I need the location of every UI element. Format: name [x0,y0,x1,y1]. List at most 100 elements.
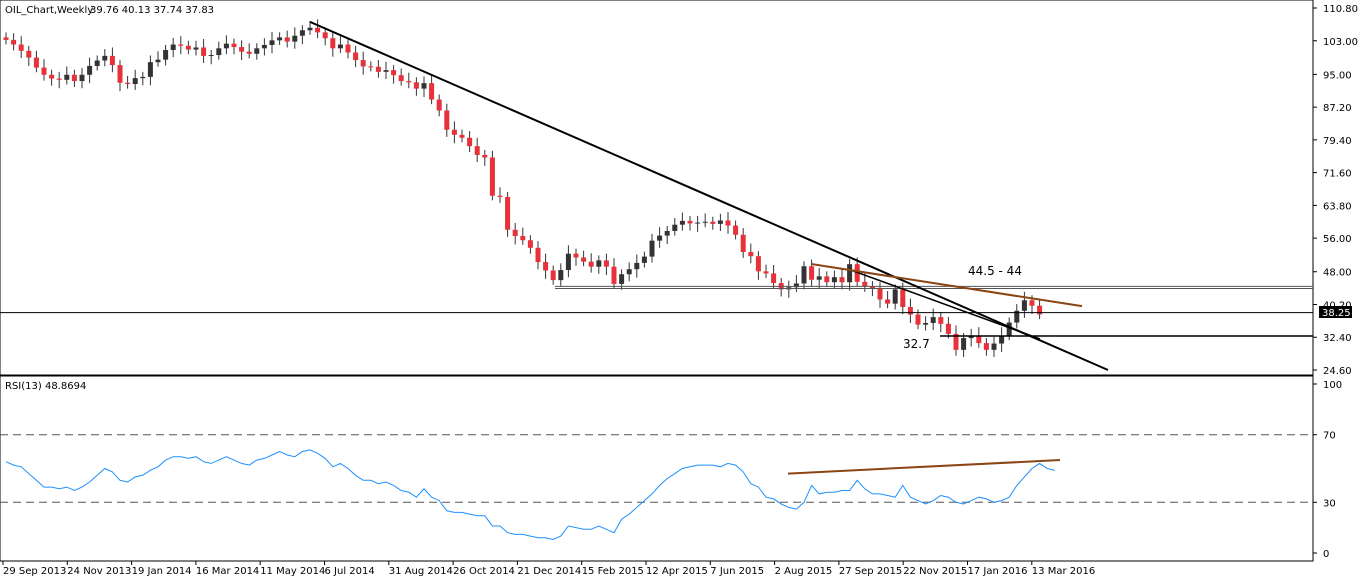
rsi-title: RSI(13) 48.8694 [5,381,86,392]
candle-body [831,277,837,283]
candle-body [474,146,480,155]
price-tick-label: 110.80 [1323,4,1358,15]
candle-body [885,299,891,304]
candle-body [117,65,123,83]
candle-body [125,82,131,85]
current-price-label: 38.25 [1322,308,1351,319]
candle-body [451,129,457,135]
annotation-resistance: 44.5 - 44 [968,264,1022,278]
candle-body [398,75,404,82]
x-tick-label: 16 Mar 2014 [196,566,259,577]
candle-body [687,220,693,224]
candle-body [345,44,351,53]
candle-body [505,196,511,230]
brown-trendline-rsi [787,459,1061,475]
candle-body [619,274,625,284]
candle-body [216,48,222,56]
candle-body [71,74,77,82]
price-tick-label: 40.20 [1323,300,1352,311]
candle-body [193,47,199,50]
candle-body [49,74,55,79]
annotation-support: 32.7 [903,337,930,351]
candle-body [679,220,685,225]
candle-body [11,39,17,45]
candle-body [489,157,495,196]
price-tick-label: 103.00 [1323,37,1358,48]
candle-body [839,277,845,283]
candle-body [596,260,602,267]
candle-body [170,44,176,50]
candle-body [497,195,503,197]
candle-body [603,260,609,267]
candle-body [163,49,169,60]
x-tick-label: 13 Mar 2016 [1032,566,1095,577]
rsi-y-axis: 100 70 30 0 [1313,380,1342,560]
candle-body [793,283,799,288]
x-tick-label: 12 Apr 2015 [646,566,708,577]
candle-body [413,82,419,89]
candle-body [147,62,153,77]
price-y-axis: 110.80 103.00 95.00 87.20 79.40 71.60 63.80 56.… [1313,4,1358,377]
candle-body [330,38,336,49]
candle-body [930,317,936,323]
candle-body [1021,300,1027,311]
x-tick-label: 17 Jan 2016 [968,566,1028,577]
candle-body [953,333,959,350]
rsi-tick-label: 30 [1323,498,1336,509]
candle-body [406,81,412,83]
price-tick-label: 32.40 [1323,333,1352,344]
candle-body [41,67,47,75]
candle-body [1029,300,1035,306]
rsi-tick-label: 70 [1323,431,1336,442]
candle-body [467,137,473,147]
candle-body [429,83,435,100]
candle-body [801,266,807,284]
candle-body [1037,305,1043,315]
candle-body [862,281,868,287]
candle-body [961,338,967,350]
price-tick-label: 95.00 [1323,70,1352,81]
x-tick-label: 24 Nov 2013 [67,566,131,577]
candle-body [976,335,982,344]
price-chart-title: OIL_Chart,Weekly [5,5,93,16]
candle-body [254,48,260,54]
candle-body [581,257,587,262]
candle-body [26,50,32,58]
candle-body [938,317,944,324]
candle-body [733,225,739,235]
candle-body [444,110,450,130]
x-tick-label: 31 Aug 2014 [389,566,453,577]
candle-body [155,59,161,63]
candle-body [915,314,921,325]
candle-body [368,66,374,68]
candle-body [702,221,708,223]
candle-body [79,74,85,82]
x-tick-label: 22 Nov 2015 [903,566,967,577]
candle-body [520,236,526,241]
downtrend-line-major [309,20,1109,371]
candle-body [109,55,115,66]
x-tick-label: 27 Sep 2015 [839,566,902,577]
candle-body [284,37,290,42]
candle-body [755,256,761,272]
candle-body [725,220,731,226]
candle-body [223,43,229,49]
x-tick-label: 11 May 2014 [260,566,325,577]
candle-body [261,44,267,49]
candle-body [315,27,321,33]
x-tick-label: 29 Sep 2013 [3,566,66,577]
candle-body [877,288,883,300]
candle-body [277,37,283,41]
downtrend-line-minor [849,268,1041,340]
x-tick-label: 21 Dec 2014 [517,566,581,577]
candle-body [421,83,427,89]
candle-body [94,60,100,66]
price-tick-label: 63.80 [1323,201,1352,212]
candle-body [246,51,252,54]
candle-body [307,27,313,31]
candle-body [535,247,541,263]
candle-body [201,47,207,56]
candle-body [543,262,549,271]
drawn-lines-layer [0,20,1313,371]
